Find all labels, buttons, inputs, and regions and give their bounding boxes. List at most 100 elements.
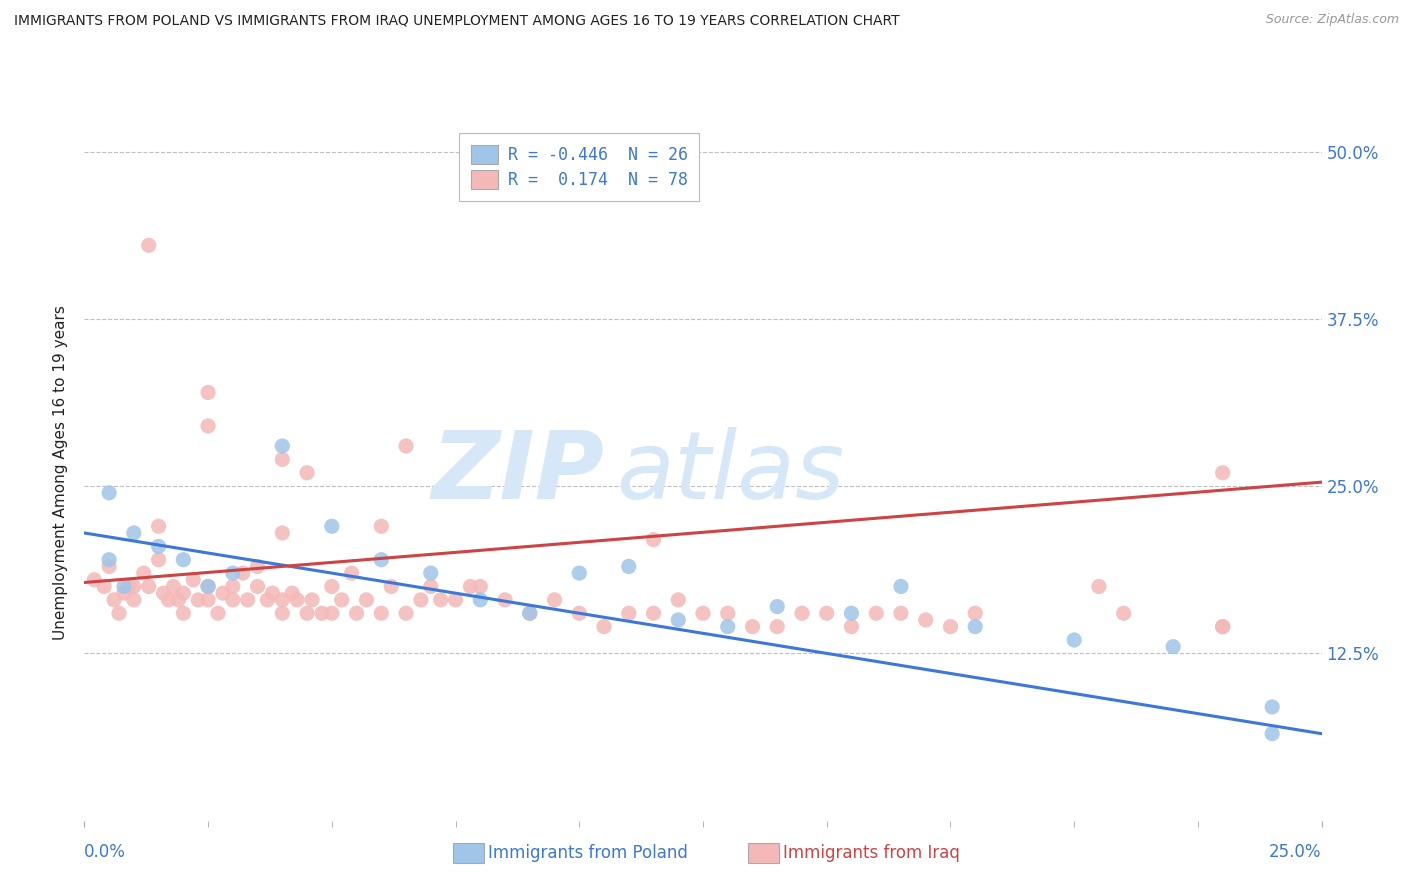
Point <box>321 519 343 533</box>
Point <box>717 607 740 621</box>
Point <box>271 452 294 467</box>
Point <box>841 620 863 634</box>
Point <box>138 238 160 252</box>
Point <box>118 580 141 594</box>
Point <box>409 592 432 607</box>
Point <box>1212 620 1234 634</box>
Y-axis label: Unemployment Among Ages 16 to 19 years: Unemployment Among Ages 16 to 19 years <box>53 305 69 640</box>
Point <box>148 519 170 533</box>
Point <box>207 607 229 621</box>
Point <box>370 552 392 567</box>
Point <box>321 580 343 594</box>
Point <box>295 466 318 480</box>
Point <box>617 607 640 621</box>
Point <box>148 552 170 567</box>
Point <box>419 566 441 581</box>
Text: Source: ZipAtlas.com: Source: ZipAtlas.com <box>1265 13 1399 27</box>
Point <box>1063 633 1085 648</box>
Text: ZIP: ZIP <box>432 426 605 519</box>
Point <box>395 439 418 453</box>
Point <box>98 552 121 567</box>
Point <box>112 580 135 594</box>
Point <box>1212 466 1234 480</box>
Point <box>1088 580 1111 594</box>
Point <box>766 599 789 614</box>
Point <box>246 559 269 574</box>
Point <box>321 607 343 621</box>
Point <box>271 607 294 621</box>
Point <box>98 485 121 500</box>
Point <box>444 592 467 607</box>
Point <box>543 592 565 607</box>
Point <box>965 607 987 621</box>
Point <box>222 580 245 594</box>
Point <box>197 580 219 594</box>
Point <box>666 592 689 607</box>
Point <box>643 533 665 547</box>
Point <box>138 580 160 594</box>
Point <box>181 573 204 587</box>
Point <box>197 419 219 434</box>
Point <box>766 620 789 634</box>
Text: Immigrants from Poland: Immigrants from Poland <box>488 844 688 862</box>
Point <box>148 539 170 553</box>
Point <box>939 620 962 634</box>
Point <box>152 586 174 600</box>
Point <box>197 580 219 594</box>
Point <box>1261 726 1284 740</box>
Point <box>103 592 125 607</box>
Point <box>197 385 219 400</box>
Point <box>197 592 219 607</box>
Point <box>98 559 121 574</box>
Point <box>914 613 936 627</box>
Point <box>356 592 378 607</box>
Point <box>162 580 184 594</box>
Point <box>346 607 368 621</box>
Point <box>122 592 145 607</box>
Point <box>271 439 294 453</box>
Point <box>519 607 541 621</box>
Point <box>122 580 145 594</box>
Point <box>222 592 245 607</box>
Point <box>108 607 131 621</box>
Point <box>1261 699 1284 714</box>
Point <box>222 566 245 581</box>
Point <box>301 592 323 607</box>
Point <box>370 519 392 533</box>
Point <box>285 592 308 607</box>
Point <box>841 607 863 621</box>
Point <box>494 592 516 607</box>
Point <box>232 566 254 581</box>
Point <box>593 620 616 634</box>
Text: atlas: atlas <box>616 427 845 518</box>
Point <box>311 607 333 621</box>
Point <box>890 607 912 621</box>
Point <box>890 580 912 594</box>
Point <box>741 620 763 634</box>
Point <box>93 580 115 594</box>
Point <box>172 552 194 567</box>
Point <box>519 607 541 621</box>
Point <box>212 586 235 600</box>
Point <box>271 526 294 541</box>
Point <box>340 566 363 581</box>
Point <box>568 607 591 621</box>
Point <box>790 607 813 621</box>
Point <box>815 607 838 621</box>
Point <box>236 592 259 607</box>
Point <box>122 526 145 541</box>
Point <box>395 607 418 621</box>
Point <box>865 607 887 621</box>
Text: IMMIGRANTS FROM POLAND VS IMMIGRANTS FROM IRAQ UNEMPLOYMENT AMONG AGES 16 TO 19 : IMMIGRANTS FROM POLAND VS IMMIGRANTS FRO… <box>14 13 900 28</box>
Point <box>83 573 105 587</box>
Point <box>1161 640 1184 654</box>
Point <box>643 607 665 621</box>
Point <box>419 580 441 594</box>
Point <box>330 592 353 607</box>
Point <box>429 592 451 607</box>
Point <box>187 592 209 607</box>
Point <box>132 566 155 581</box>
Point <box>717 620 740 634</box>
Point <box>617 559 640 574</box>
Point <box>380 580 402 594</box>
